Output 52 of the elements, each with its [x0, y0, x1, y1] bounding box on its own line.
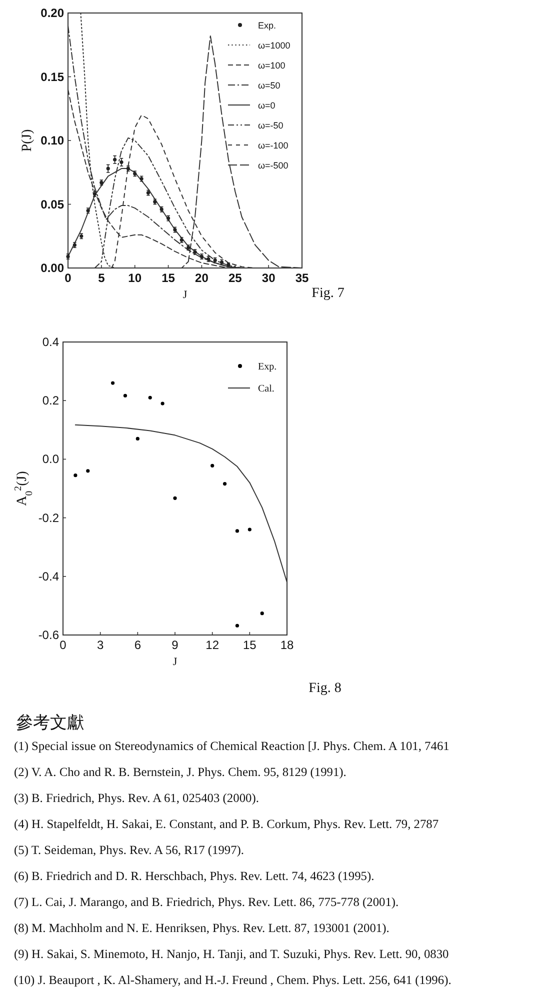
text: (6) B. Friedrich and D. R. Herschbach, Phys. Rev. Lett. 74, 4623 (1995).	[14, 869, 374, 883]
legend-label: ω=1000	[258, 40, 290, 50]
y-tick-label: 0.15	[40, 70, 64, 84]
caption: Fig. 7	[312, 286, 344, 301]
y-tick-label: 0.2	[42, 394, 60, 408]
x-tick-label: 25	[228, 271, 242, 285]
legend-label: ω=100	[258, 60, 286, 70]
text: (2) V. A. Cho and R. B. Bernstein, J. Phys. Chem. 95, 8129 (1991).	[14, 765, 346, 779]
text: (4) H. Stapelfeldt, H. Sakai, E. Constant, and P. B. Corkum, Phys. Rev. Lett. 79, 2787	[14, 817, 439, 831]
y-axis-title: P(J)	[20, 128, 35, 152]
legend-label: Exp.	[258, 20, 276, 30]
y-tick-label: 0.10	[40, 134, 64, 148]
x-tick-label: 15	[242, 638, 257, 652]
y-tick-label: 0.05	[40, 197, 64, 212]
text: 參考文獻	[16, 713, 84, 732]
legend-label: ω=50	[258, 80, 280, 90]
y-tick-label: -0.2	[38, 510, 60, 525]
x-tick-label: 18	[280, 638, 294, 652]
y-tick-label: -0.4	[38, 569, 60, 584]
y-tick-label: 0.20	[40, 6, 64, 20]
legend-label: Exp.	[258, 362, 277, 372]
text: (7) L. Cai, J. Marango, and B. Friedrich, Phys. Rev. Lett. 86, 775-778 (2001).	[14, 895, 399, 909]
x-tick-label: 0	[64, 271, 72, 285]
y-tick-label: 0.00	[40, 261, 64, 275]
x-axis-title: J	[172, 656, 178, 668]
y-tick-label: 0.4	[42, 335, 60, 349]
x-tick-label: 12	[206, 638, 220, 652]
legend-label: ω=-50	[258, 120, 284, 130]
text: (8) M. Machholm and N. E. Henriksen, Phys. Rev. Lett. 87, 193001 (2001).	[14, 921, 390, 935]
text: (1) Special issue on Stereodynamics of Chemical Reaction [J. Phys. Chem. A 101, 7461	[14, 739, 450, 753]
x-tick-label: 15	[162, 271, 176, 285]
x-tick-label: 5	[98, 271, 106, 285]
x-tick-label: 35	[295, 271, 309, 285]
x-tick-label: 9	[172, 638, 179, 652]
caption: Fig. 8	[308, 681, 342, 696]
x-tick-label: 3	[96, 638, 104, 652]
legend-label: Cal.	[258, 384, 274, 394]
text: (5) T. Seideman, Phys. Rev. A 56, R17 (1997).	[14, 843, 244, 857]
y-tick-label: 0.0	[42, 452, 60, 466]
y-tick-label: -0.6	[38, 628, 60, 642]
x-tick-label: 6	[134, 638, 142, 652]
x-tick-label: 20	[195, 271, 209, 285]
x-tick-label: 30	[262, 271, 276, 285]
x-tick-label: 0	[60, 638, 67, 652]
legend-label: ω=0	[258, 100, 276, 110]
x-axis-title: J	[182, 289, 188, 301]
text: (9) H. Sakai, S. Minemoto, H. Nanjo, H. Tanji, and T. Suzuki, Phys. Rev. Lett. 90, 0830	[14, 947, 449, 961]
x-tick-label: 10	[128, 271, 142, 285]
text: (10) J. Beauport , K. Al-Shamery, and H.-J. Freund , Chem. Phys. Lett. 256, 641 (1996).	[14, 973, 452, 987]
legend-label: ω=-500	[258, 160, 288, 170]
legend-label: ω=-100	[258, 140, 288, 150]
text: (3) B. Friedrich, Phys. Rev. A 61, 025403 (2000).	[14, 791, 259, 805]
